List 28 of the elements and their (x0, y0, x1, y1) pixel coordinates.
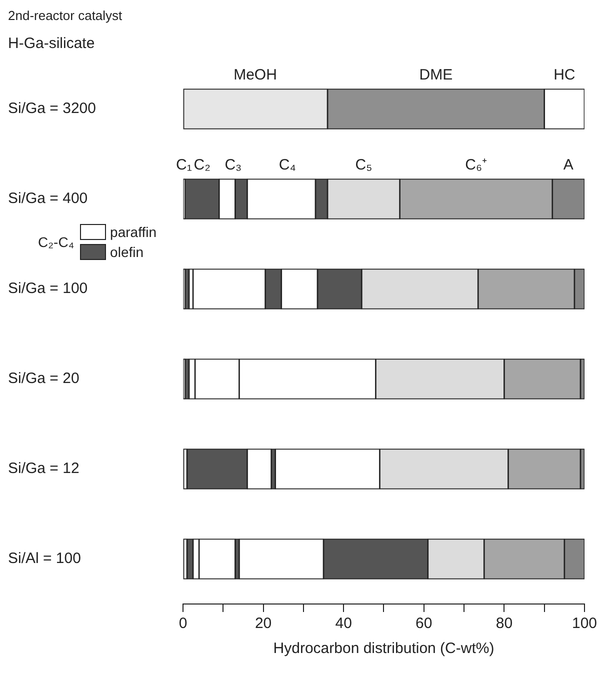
series-label: C₄ (278, 156, 296, 174)
series-label: C₅ (355, 156, 372, 174)
x-tick-label: 20 (254, 615, 272, 632)
x-tick-label: 100 (572, 615, 597, 632)
y-tick-label: Si/Ga = 100 (8, 280, 88, 298)
series-label: HC (554, 66, 576, 84)
y-tick-label: Si/Al = 100 (8, 550, 81, 568)
text: olefin (110, 244, 144, 260)
series-label: C₃ (224, 156, 242, 174)
text: paraffin (110, 224, 156, 240)
y-tick-label: Si/Ga = 12 (8, 460, 80, 478)
y-tick-label: Si/Ga = 20 (8, 370, 80, 388)
y-tick-label: Si/Ga = 400 (8, 190, 88, 208)
x-tick-label: 60 (416, 615, 432, 632)
series-label: DME (419, 66, 453, 84)
series-label: A (563, 156, 574, 174)
x-tick-label: 0 (178, 615, 188, 632)
x-tick-label: 80 (496, 615, 513, 632)
series-label: C₆⁺ (465, 156, 488, 174)
legend-title: C₂-C₄ (38, 234, 74, 250)
series-label: C₁ (176, 156, 192, 174)
text: H-Ga-silicate (8, 35, 96, 52)
series-label: MeOH (234, 66, 277, 84)
x-tick-label: 40 (335, 615, 352, 632)
series-label: C₂ (194, 156, 211, 174)
text: 2nd-reactor catalyst (8, 8, 124, 23)
x-axis-title: Hydrocarbon distribution (C-wt%) (273, 640, 494, 658)
y-tick-label: Si/Ga = 3200 (8, 100, 96, 118)
